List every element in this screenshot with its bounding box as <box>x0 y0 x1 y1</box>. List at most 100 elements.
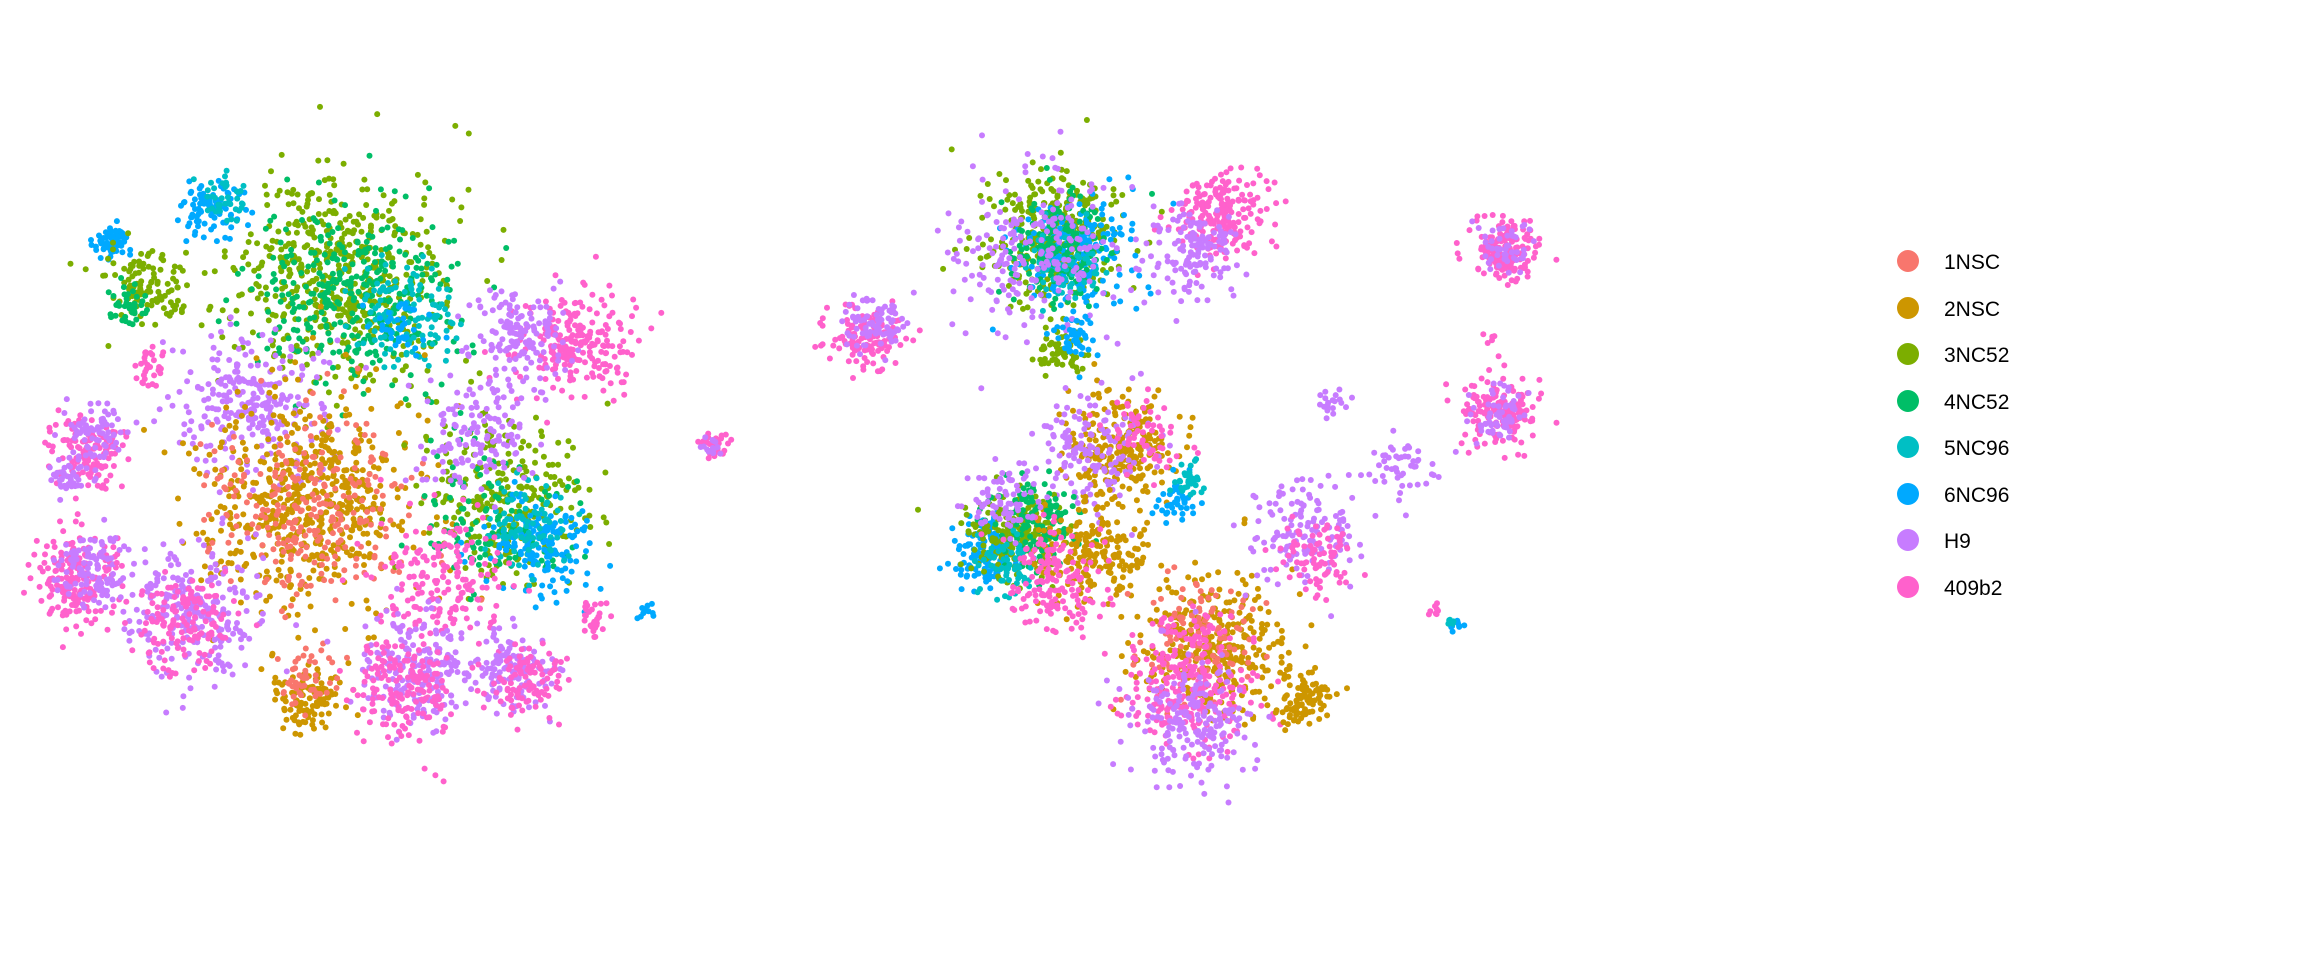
data-point <box>238 204 245 211</box>
data-point <box>321 483 328 490</box>
data-point <box>527 555 534 562</box>
data-point <box>233 307 240 314</box>
data-point <box>573 558 580 565</box>
data-point <box>208 226 215 233</box>
data-point <box>164 280 171 287</box>
data-point <box>264 507 271 514</box>
data-point <box>468 539 475 546</box>
data-point <box>566 327 573 333</box>
data-point <box>274 690 281 697</box>
data-point <box>170 302 177 309</box>
data-point <box>331 182 338 189</box>
data-point <box>59 612 66 619</box>
data-point <box>25 561 32 568</box>
data-point <box>160 575 167 582</box>
data-point <box>572 322 578 329</box>
data-point <box>423 447 430 454</box>
data-point <box>536 320 543 327</box>
data-point <box>290 474 296 481</box>
data-point <box>479 514 486 521</box>
data-point <box>299 217 305 223</box>
data-point <box>242 351 249 358</box>
data-point <box>66 583 73 590</box>
data-point <box>180 440 186 447</box>
data-point <box>609 292 615 299</box>
data-point <box>174 622 181 629</box>
data-point <box>271 398 278 405</box>
data-point <box>309 453 316 460</box>
data-point <box>319 273 326 280</box>
data-point <box>397 326 404 333</box>
data-point <box>297 508 304 515</box>
data-point <box>510 342 517 349</box>
data-point <box>402 251 409 258</box>
data-point <box>289 683 296 690</box>
data-point <box>354 333 361 340</box>
data-point <box>224 621 231 628</box>
data-point <box>447 431 453 438</box>
data-point <box>318 680 325 687</box>
data-point <box>334 675 341 682</box>
data-point <box>600 342 607 349</box>
data-point <box>310 506 317 513</box>
data-point <box>280 318 287 324</box>
data-point <box>408 474 415 481</box>
data-point <box>308 686 315 693</box>
data-point <box>342 216 349 223</box>
data-point <box>543 483 550 489</box>
data-point <box>282 376 289 383</box>
data-point <box>307 324 314 331</box>
data-point <box>352 326 359 333</box>
data-point <box>240 511 247 518</box>
data-point <box>445 238 452 245</box>
data-point <box>52 432 58 438</box>
data-point <box>453 562 460 568</box>
data-point <box>606 541 613 547</box>
data-point <box>542 318 549 325</box>
data-point <box>217 503 224 510</box>
data-point <box>541 517 548 524</box>
data-point <box>293 622 300 629</box>
data-point <box>275 534 282 541</box>
data-point <box>209 205 216 212</box>
data-point <box>514 304 521 311</box>
data-point <box>261 459 268 466</box>
data-point <box>258 413 265 420</box>
data-point <box>45 442 52 449</box>
data-point <box>348 600 355 607</box>
data-point <box>341 256 348 263</box>
data-point <box>223 398 230 405</box>
data-point <box>423 433 430 440</box>
data-point <box>290 410 297 417</box>
data-point <box>415 412 422 419</box>
data-point <box>440 562 447 569</box>
data-point <box>132 362 139 369</box>
data-point <box>201 270 208 276</box>
data-point <box>163 310 170 317</box>
data-point <box>442 357 449 364</box>
data-point <box>390 363 397 370</box>
data-point <box>363 420 370 427</box>
data-point <box>83 577 90 584</box>
data-point <box>75 465 82 472</box>
data-point <box>606 363 613 369</box>
data-point <box>272 456 279 463</box>
data-point <box>272 393 278 400</box>
data-point <box>273 577 280 584</box>
data-point <box>103 433 110 440</box>
data-point <box>290 200 297 207</box>
data-point <box>306 658 313 665</box>
data-point <box>356 211 363 218</box>
data-point <box>581 393 588 400</box>
data-point <box>207 303 214 310</box>
data-point <box>333 279 340 286</box>
data-point <box>449 196 456 203</box>
data-point <box>477 384 484 391</box>
data-point <box>88 408 95 415</box>
data-point <box>41 559 48 566</box>
data-point <box>191 434 197 441</box>
data-point <box>197 200 204 207</box>
data-point <box>570 444 576 451</box>
data-point <box>547 583 554 590</box>
data-point <box>163 709 170 716</box>
